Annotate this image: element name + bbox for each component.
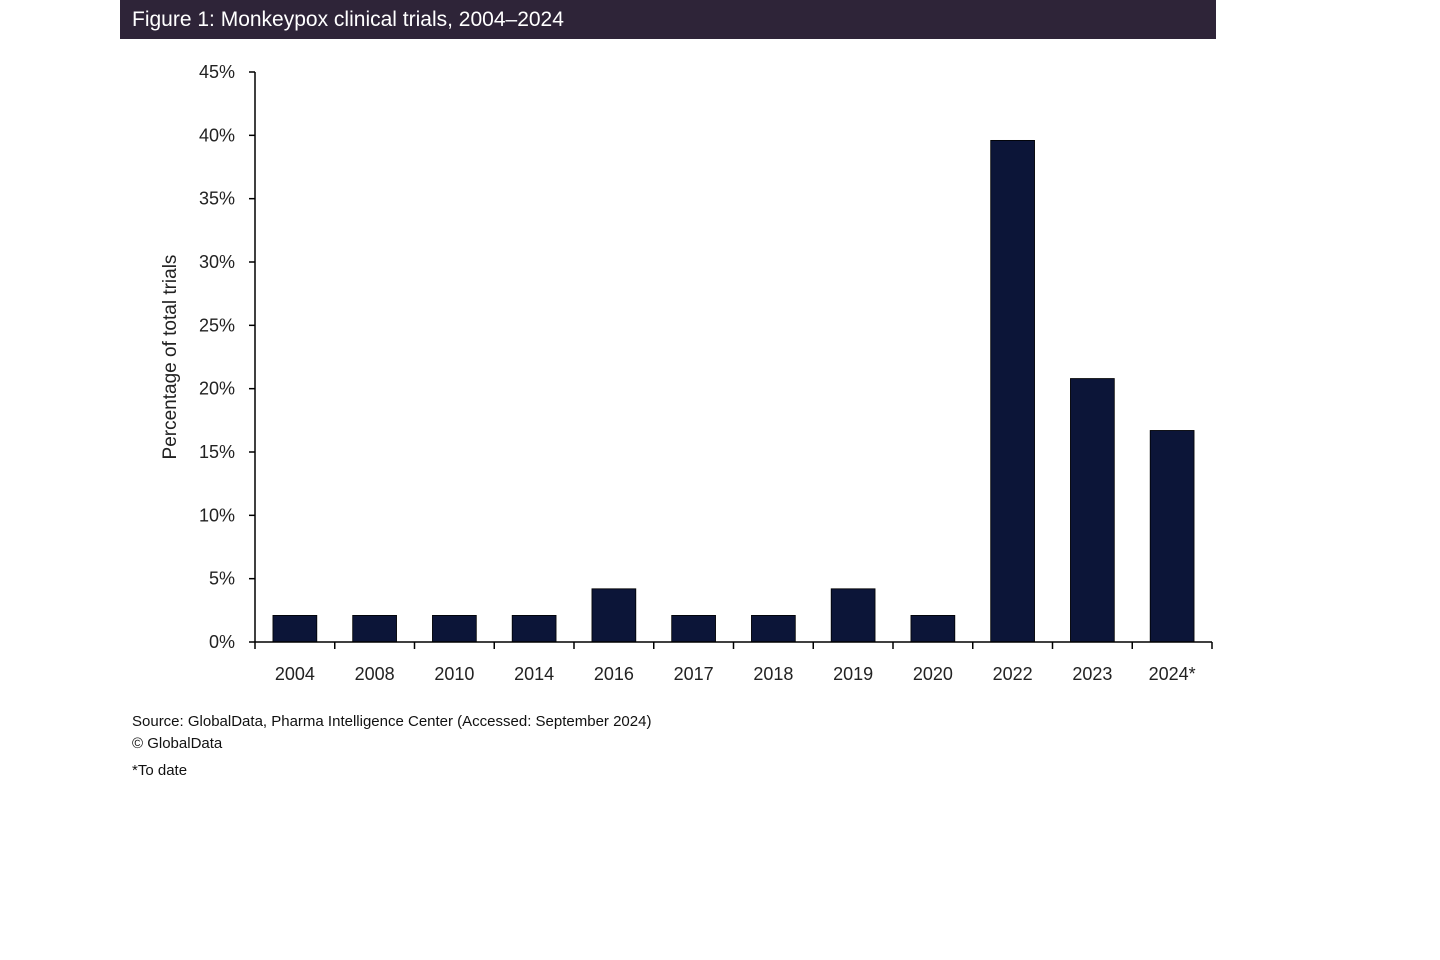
- y-axis-ticks: 0% 5% 10% 15% 20% 25% 30% 35% 40% 45%: [199, 62, 255, 652]
- bar-2018: [751, 615, 796, 643]
- bar-2023: [1070, 378, 1115, 643]
- x-tick-label: 2020: [913, 664, 953, 684]
- x-tick-label: 2023: [1072, 664, 1112, 684]
- bars: [272, 139, 1195, 643]
- x-axis-ticks: 2004 2008 2010 2014 2016 2017 2018 2019 2020 2022…: [254, 642, 1213, 684]
- asterisk-note: *To date: [132, 762, 188, 779]
- x-tick-label: 2010: [434, 664, 474, 684]
- bar-2019: [830, 588, 876, 643]
- bar-chart: 0% 5% 10% 15% 20% 25% 30% 35% 40% 45% 2004 2008 201…: [160, 62, 1213, 684]
- x-tick-label: 2017: [674, 664, 714, 684]
- y-tick-label: 15%: [199, 442, 235, 462]
- x-tick-label: 2016: [594, 664, 634, 684]
- bar-2014: [511, 615, 557, 643]
- x-tick-label: 2018: [753, 664, 793, 684]
- y-axis-title: Percentage of total trials: [160, 255, 181, 460]
- copyright-note: © GlobalData: [132, 735, 223, 752]
- y-tick-label: 5%: [209, 569, 235, 589]
- source-note: Source: GlobalData, Pharma Intelligence …: [132, 713, 652, 730]
- x-tick-label: 2014: [514, 664, 554, 684]
- y-tick-label: 30%: [199, 252, 235, 272]
- x-tick-label: 2019: [833, 664, 873, 684]
- bar-2004: [272, 615, 318, 643]
- y-tick-label: 0%: [209, 632, 235, 652]
- y-tick-label: 40%: [199, 125, 235, 145]
- y-tick-label: 45%: [199, 62, 235, 82]
- bar-2020: [910, 615, 956, 643]
- x-tick-label: 2024*: [1149, 664, 1196, 684]
- y-tick-label: 10%: [199, 505, 235, 525]
- x-tick-label: 2004: [275, 664, 315, 684]
- bar-2016: [591, 588, 637, 643]
- bar-2017: [671, 615, 716, 643]
- x-tick-label: 2022: [993, 664, 1033, 684]
- x-tick-label: 2008: [355, 664, 395, 684]
- bar-2010: [432, 615, 477, 643]
- bar-2008: [352, 615, 397, 643]
- y-tick-label: 25%: [199, 315, 235, 335]
- chart-title: Figure 1: Monkeypox clinical trials, 200…: [120, 0, 1216, 39]
- bar-2024: [1149, 430, 1195, 643]
- y-tick-label: 20%: [199, 379, 235, 399]
- bar-2022: [990, 139, 1035, 643]
- y-tick-label: 35%: [199, 189, 235, 209]
